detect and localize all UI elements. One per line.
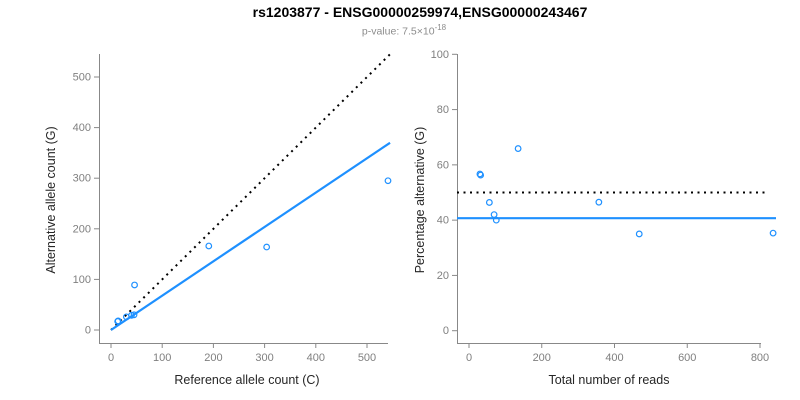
right-plot-point bbox=[595, 198, 603, 206]
left-plot-x-tick-label: 0 bbox=[108, 352, 114, 364]
left-plot-y-tick-label: 300 bbox=[73, 173, 91, 185]
left-plot-point bbox=[130, 311, 138, 319]
right-plot-y-tick-label: 20 bbox=[437, 270, 449, 282]
left-plot-point bbox=[205, 242, 213, 250]
chart-subtitle: p-value: 7.5×10-18 bbox=[8, 23, 800, 38]
left-plot-point bbox=[263, 243, 271, 251]
right-plot-x-tick-label: 200 bbox=[533, 352, 551, 364]
right-plot-point bbox=[477, 171, 485, 179]
regression-line bbox=[110, 141, 391, 331]
left-plot-x-tick-label: 400 bbox=[307, 352, 325, 364]
left-plot-x-tick-label: 300 bbox=[255, 352, 273, 364]
left-plot-y-tick-label: 0 bbox=[85, 325, 91, 337]
identity-line bbox=[110, 52, 393, 331]
left-plot-point bbox=[114, 317, 122, 325]
left-plot-y-tick-label: 500 bbox=[73, 72, 91, 84]
right-plot-x-tick-label: 0 bbox=[466, 352, 472, 364]
left-plot-y-tick-label: 400 bbox=[73, 122, 91, 134]
right-plot-point bbox=[769, 229, 777, 237]
left-plot-x-axis-title: Reference allele count (C) bbox=[174, 373, 319, 387]
right-plot-x-axis-title: Total number of reads bbox=[549, 373, 670, 387]
left-plot-point bbox=[384, 177, 392, 185]
p-value-exponent: -18 bbox=[434, 23, 447, 32]
left-plot-x-tick-label: 200 bbox=[204, 352, 222, 364]
left-plot-y-tick-label: 200 bbox=[73, 223, 91, 235]
right-plot-point bbox=[635, 230, 643, 238]
right-plot: 0 200 400 600 800 0 20 40 60 80 100 Total number of… bbox=[413, 49, 777, 387]
right-plot-x-tick-label: 400 bbox=[605, 352, 623, 364]
left-plot-x-tick-label: 100 bbox=[153, 352, 171, 364]
left-plot-x-tick-label: 500 bbox=[358, 352, 376, 364]
right-plot-point bbox=[514, 145, 522, 152]
left-plot-y-axis-title: Alternative allele count (G) bbox=[44, 126, 58, 273]
right-plot-y-tick-label: 40 bbox=[437, 215, 449, 227]
left-plot-point bbox=[131, 281, 138, 289]
chart-title: rs1203877 - ENSG00000259974,ENSG00000243… bbox=[252, 4, 588, 20]
right-plot-y-tick-label: 0 bbox=[443, 325, 449, 337]
p-value-text: p-value: 7.5×10 bbox=[361, 25, 435, 38]
right-plot-point bbox=[485, 199, 493, 206]
right-plot-y-tick-label: 100 bbox=[431, 49, 449, 61]
right-plot-point bbox=[492, 216, 500, 224]
left-plot: 0 100 200 300 400 500 0 100 200 300 400 500 Referenc… bbox=[44, 52, 393, 387]
right-plot-point bbox=[490, 211, 498, 219]
right-plot-y-tick-label: 60 bbox=[437, 159, 449, 171]
right-plot-y-tick-label: 80 bbox=[437, 104, 449, 116]
right-plot-y-axis-title: Percentage alternative (G) bbox=[413, 127, 427, 274]
right-plot-x-tick-label: 600 bbox=[678, 352, 696, 364]
left-plot-y-tick-label: 100 bbox=[73, 274, 91, 286]
right-plot-x-tick-label: 800 bbox=[751, 352, 769, 364]
left-plot-point bbox=[128, 311, 135, 319]
